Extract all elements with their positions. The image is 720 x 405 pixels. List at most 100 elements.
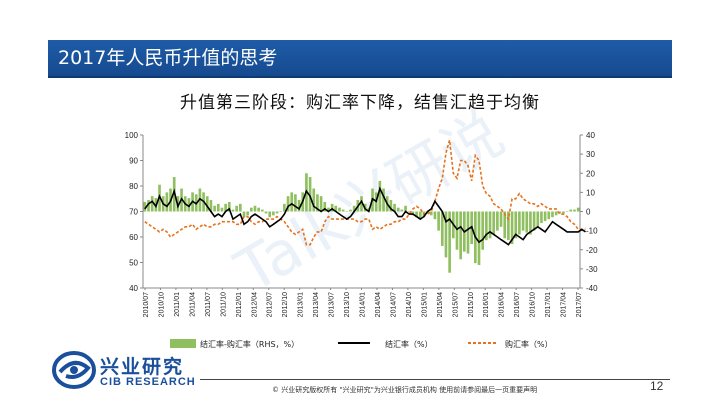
x-tick-label: 2015/07 xyxy=(452,292,459,317)
bar-net-settlement xyxy=(345,211,349,212)
slide-title-bar: 2017年人民币升值的思考 xyxy=(48,40,672,78)
x-tick-label: 2013/01 xyxy=(298,292,305,317)
bar-net-settlement xyxy=(143,201,147,212)
bar-net-settlement xyxy=(455,211,459,250)
bar-net-settlement xyxy=(404,205,407,212)
bar-net-settlement xyxy=(562,211,565,214)
x-tick-label: 2014/10 xyxy=(406,292,413,317)
x-tick-label: 2015/10 xyxy=(468,292,475,317)
bar-net-settlement xyxy=(250,207,253,212)
x-tick-label: 2012/04 xyxy=(251,292,258,317)
bar-net-settlement xyxy=(209,200,213,212)
x-tick-label: 2013/07 xyxy=(329,292,336,317)
bar-net-settlement xyxy=(323,201,327,212)
bar-net-settlement xyxy=(338,207,341,212)
right-tick-label: -40 xyxy=(586,284,598,293)
right-tick-label: -30 xyxy=(586,265,598,274)
left-tick-label: 60 xyxy=(129,233,138,242)
bar-net-settlement xyxy=(532,211,536,231)
legend-label-purchase: 购汇率（%） xyxy=(505,339,553,349)
x-tick-label: 2011/01 xyxy=(174,292,181,317)
x-tick-label: 2010/10 xyxy=(158,292,165,317)
bar-net-settlement xyxy=(378,180,382,212)
footer-divider xyxy=(200,379,670,380)
x-tick-label: 2017/01 xyxy=(545,292,552,317)
legend-label-settlement: 结汇率（%） xyxy=(385,339,433,349)
x-tick-label: 2017/04 xyxy=(561,292,568,317)
bar-net-settlement xyxy=(518,211,521,235)
bar-net-settlement xyxy=(543,211,547,222)
bar-net-settlement xyxy=(238,203,242,212)
bar-net-settlement xyxy=(529,211,532,235)
bar-net-settlement xyxy=(496,211,499,231)
bar-net-settlement xyxy=(187,198,191,212)
left-tick-label: 40 xyxy=(129,284,138,293)
bar-net-settlement xyxy=(499,211,503,227)
bar-net-settlement xyxy=(488,211,492,239)
bar-net-settlement xyxy=(569,209,573,212)
x-tick-label: 2016/10 xyxy=(530,292,537,317)
bar-net-settlement xyxy=(415,211,418,218)
chart-title: 升值第三阶段：购汇率下降，结售汇趋于均衡 xyxy=(180,93,540,113)
right-tick-label: 40 xyxy=(586,131,595,140)
line-settlement-ratio xyxy=(144,186,586,246)
bar-net-settlement xyxy=(205,196,209,212)
bar-net-settlement xyxy=(216,203,220,212)
right-tick-label: 20 xyxy=(586,169,595,178)
bar-net-settlement xyxy=(485,211,488,241)
bar-net-settlement xyxy=(334,205,338,212)
logo-text-en: CIB RESEARCH xyxy=(100,376,196,388)
x-tick-label: 2011/10 xyxy=(220,292,227,317)
right-tick-label: 0 xyxy=(586,208,591,217)
bar-net-settlement xyxy=(536,211,540,227)
bar-net-settlement xyxy=(503,211,507,239)
bar-net-settlement xyxy=(261,209,264,212)
line-purchase-ratio xyxy=(144,139,586,246)
bar-net-settlement xyxy=(283,203,286,212)
bar-net-settlement xyxy=(551,211,554,218)
bar-net-settlement xyxy=(341,209,345,212)
bar-net-settlement xyxy=(235,205,238,212)
bar-net-settlement xyxy=(507,211,510,241)
bar-net-settlement xyxy=(147,200,150,212)
bar-net-settlement xyxy=(349,209,352,212)
bar-net-settlement xyxy=(576,207,580,212)
bar-net-settlement xyxy=(521,211,525,231)
bar-net-settlement xyxy=(418,211,422,220)
bar-net-settlement xyxy=(481,211,485,250)
cib-swirl-icon xyxy=(52,351,96,389)
right-tick-label: 30 xyxy=(586,150,595,159)
bar-net-settlement xyxy=(382,188,385,212)
x-tick-label: 2016/07 xyxy=(514,292,521,317)
x-tick-label: 2011/07 xyxy=(205,292,212,317)
bar-net-settlement xyxy=(268,211,272,218)
bar-net-settlement xyxy=(224,203,227,212)
bar-net-settlement xyxy=(448,211,451,273)
x-tick-label: 2015/01 xyxy=(421,292,428,317)
bar-net-settlement xyxy=(220,207,224,212)
x-tick-label: 2013/10 xyxy=(344,292,351,317)
bar-net-settlement xyxy=(242,211,246,218)
bar-net-settlement xyxy=(429,211,433,216)
bar-net-settlement xyxy=(253,205,257,212)
left-tick-label: 70 xyxy=(129,208,138,217)
bar-net-settlement xyxy=(437,211,440,231)
bar-net-settlement xyxy=(279,211,283,212)
bar-net-settlement xyxy=(257,207,260,212)
x-tick-label: 2016/04 xyxy=(499,292,506,317)
left-tick-label: 90 xyxy=(129,157,138,166)
bar-net-settlement xyxy=(286,196,290,212)
right-tick-label: -10 xyxy=(586,227,598,236)
bar-net-settlement xyxy=(573,209,576,212)
bar-net-settlement xyxy=(231,209,235,212)
bar-net-settlement xyxy=(514,211,518,239)
legend-label-bar: 结汇率-购汇率（RHS，%） xyxy=(200,339,299,349)
bar-net-settlement xyxy=(558,211,562,214)
bar-net-settlement xyxy=(316,194,319,212)
bar-net-settlement xyxy=(433,211,437,220)
bar-net-settlement xyxy=(246,211,249,216)
bar-net-settlement xyxy=(327,207,330,212)
page-number: 12 xyxy=(650,379,664,393)
bar-net-settlement xyxy=(466,211,470,254)
